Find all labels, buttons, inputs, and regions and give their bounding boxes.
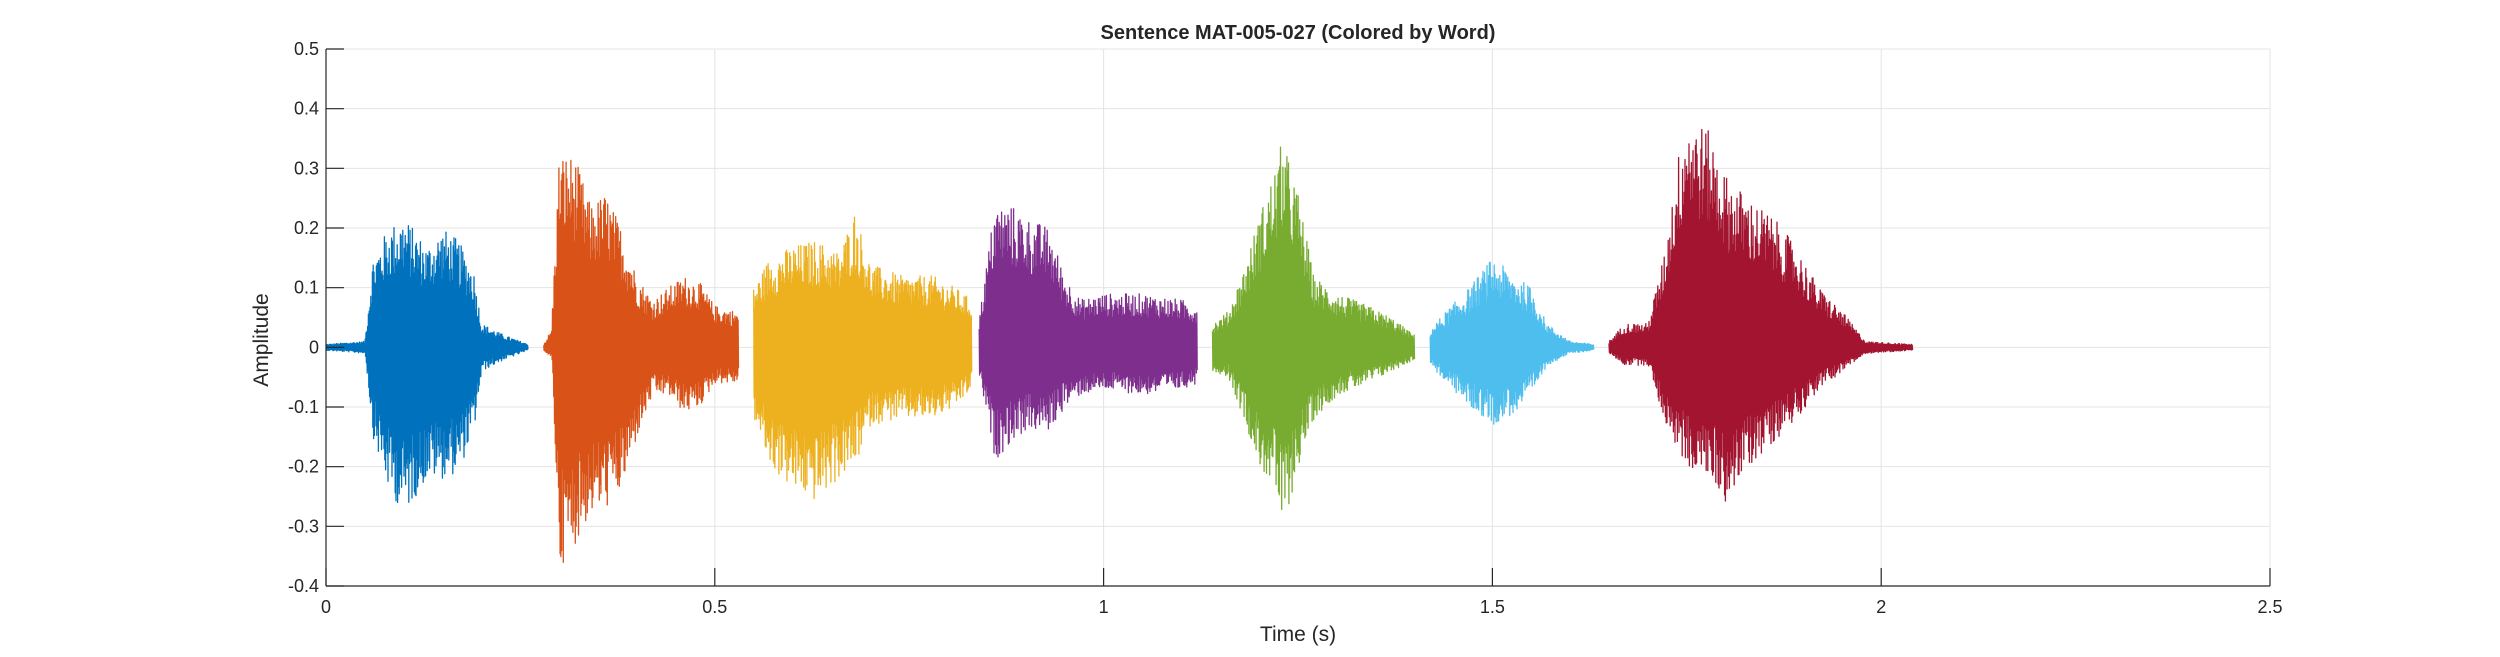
- waveform-trace: [753, 216, 973, 500]
- y-axis-label: Amplitude: [250, 293, 273, 386]
- y-tick-label: 0.2: [294, 218, 319, 238]
- y-tick-label: -0.3: [288, 516, 319, 536]
- word-segment-1: [325, 225, 529, 504]
- x-tick-label: 2: [1876, 597, 1886, 617]
- waveform-trace: [1608, 128, 1914, 502]
- y-tick-label: -0.1: [288, 397, 319, 417]
- grid: [326, 48, 2271, 586]
- word-segment-7: [1608, 128, 1914, 502]
- y-tick-label: 0.5: [294, 39, 319, 59]
- chart-title: Sentence MAT-005-027 (Colored by Word): [1101, 22, 1496, 44]
- waveform-trace: [978, 208, 1198, 458]
- y-tick-label: 0.4: [294, 99, 319, 119]
- x-tick-label: 2.5: [2257, 597, 2282, 617]
- y-tick-label: 0.1: [294, 278, 319, 298]
- y-tick-label: 0: [309, 337, 319, 357]
- y-tick-label: -0.4: [288, 576, 319, 596]
- waveform-series: [325, 128, 1914, 563]
- waveform-trace: [325, 225, 529, 504]
- x-axis-label: Time (s): [1260, 623, 1336, 646]
- y-tick-label: 0.3: [294, 158, 319, 178]
- waveform-trace: [1211, 146, 1416, 511]
- y-tick-label: -0.2: [288, 457, 319, 477]
- x-tick-label: 1.5: [1480, 597, 1505, 617]
- word-segment-2: [543, 159, 740, 563]
- waveform-trace: [1429, 261, 1595, 425]
- word-segment-3: [753, 216, 973, 500]
- x-tick-label: 1: [1099, 597, 1109, 617]
- word-segment-5: [1211, 146, 1416, 511]
- x-tick-label: 0: [321, 597, 331, 617]
- x-tick-label: 0.5: [702, 597, 727, 617]
- word-segment-4: [978, 208, 1198, 458]
- waveform-trace: [543, 159, 740, 563]
- word-segment-6: [1429, 261, 1595, 425]
- axes: 0 0.5 1 1.5 2 2.5 -0.4 -0.3 -0.2 -0.1 0 0.1 0.2 0.3 0.…: [288, 39, 2283, 617]
